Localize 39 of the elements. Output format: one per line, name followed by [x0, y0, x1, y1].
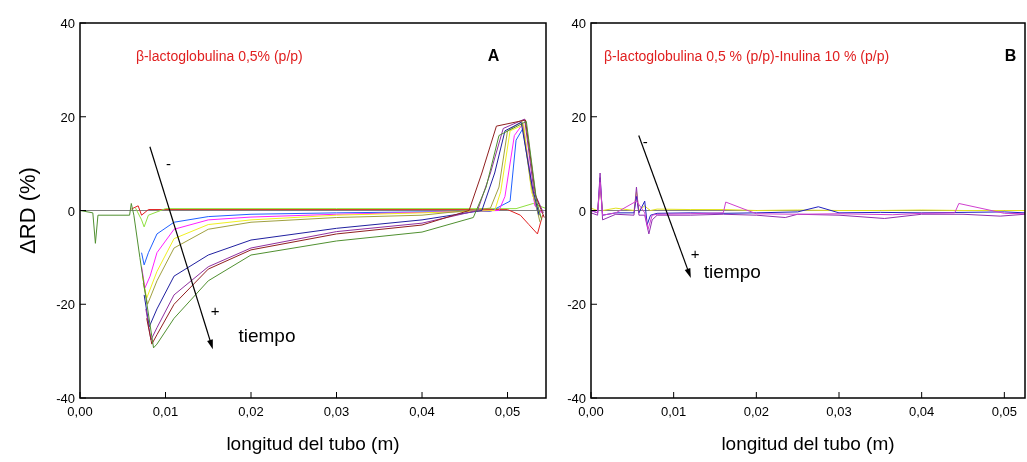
y-tick-label: -40 [56, 391, 75, 406]
y-tick-label: 40 [571, 16, 586, 31]
line-series [135, 202, 546, 228]
x-tick-label: 0,00 [578, 404, 604, 419]
annotation: + [210, 301, 220, 319]
y-tick-label: 20 [571, 109, 586, 125]
line-series [80, 120, 543, 349]
y-tick-label: -20 [56, 297, 75, 313]
annotation: + [690, 245, 700, 263]
text: β-lactoglobulina 0,5 % (p/p)-Inulina 10 % (p/p) [604, 47, 890, 64]
annotation: tiempo [703, 261, 761, 282]
x-tick-label: 0,02 [238, 404, 264, 419]
x-tick-label: 0,03 [323, 404, 350, 419]
y-tick-label: -40 [567, 391, 586, 406]
x-tick-label: 0,04 [909, 404, 935, 419]
x-tick-label: 0,05 [494, 404, 521, 419]
annotation: B [1004, 46, 1017, 64]
line-series [130, 205, 544, 235]
x-tick-label: 0,02 [743, 404, 769, 419]
y-axis-title: ΔRD (%) [15, 167, 40, 254]
x-tick-label: 0,01 [661, 404, 687, 419]
x-tick-label: 0,00 [67, 404, 93, 419]
x-tick-label: 0,03 [826, 404, 852, 419]
annotation: - [642, 132, 648, 150]
y-tick-label: 0 [578, 203, 586, 219]
y-tick-label: 40 [60, 16, 75, 31]
x-tick-label: 0,05 [991, 404, 1017, 419]
text: β-lactoglobulina 0,5% (p/p) [135, 47, 303, 64]
annotation: A [487, 46, 500, 64]
y-tick-label: 20 [60, 109, 75, 125]
y-tick-label: 0 [67, 203, 75, 219]
x-axis-title: longitud del tubo (m) [226, 433, 400, 454]
annotation: - [166, 155, 172, 173]
annotation: tiempo [238, 324, 296, 346]
x-tick-label: 0,01 [152, 404, 179, 419]
x-axis-title: longitud del tubo (m) [721, 433, 895, 454]
y-tick-label: -20 [567, 297, 586, 313]
x-tick-label: 0,04 [409, 404, 435, 419]
line-series [591, 172, 1025, 235]
